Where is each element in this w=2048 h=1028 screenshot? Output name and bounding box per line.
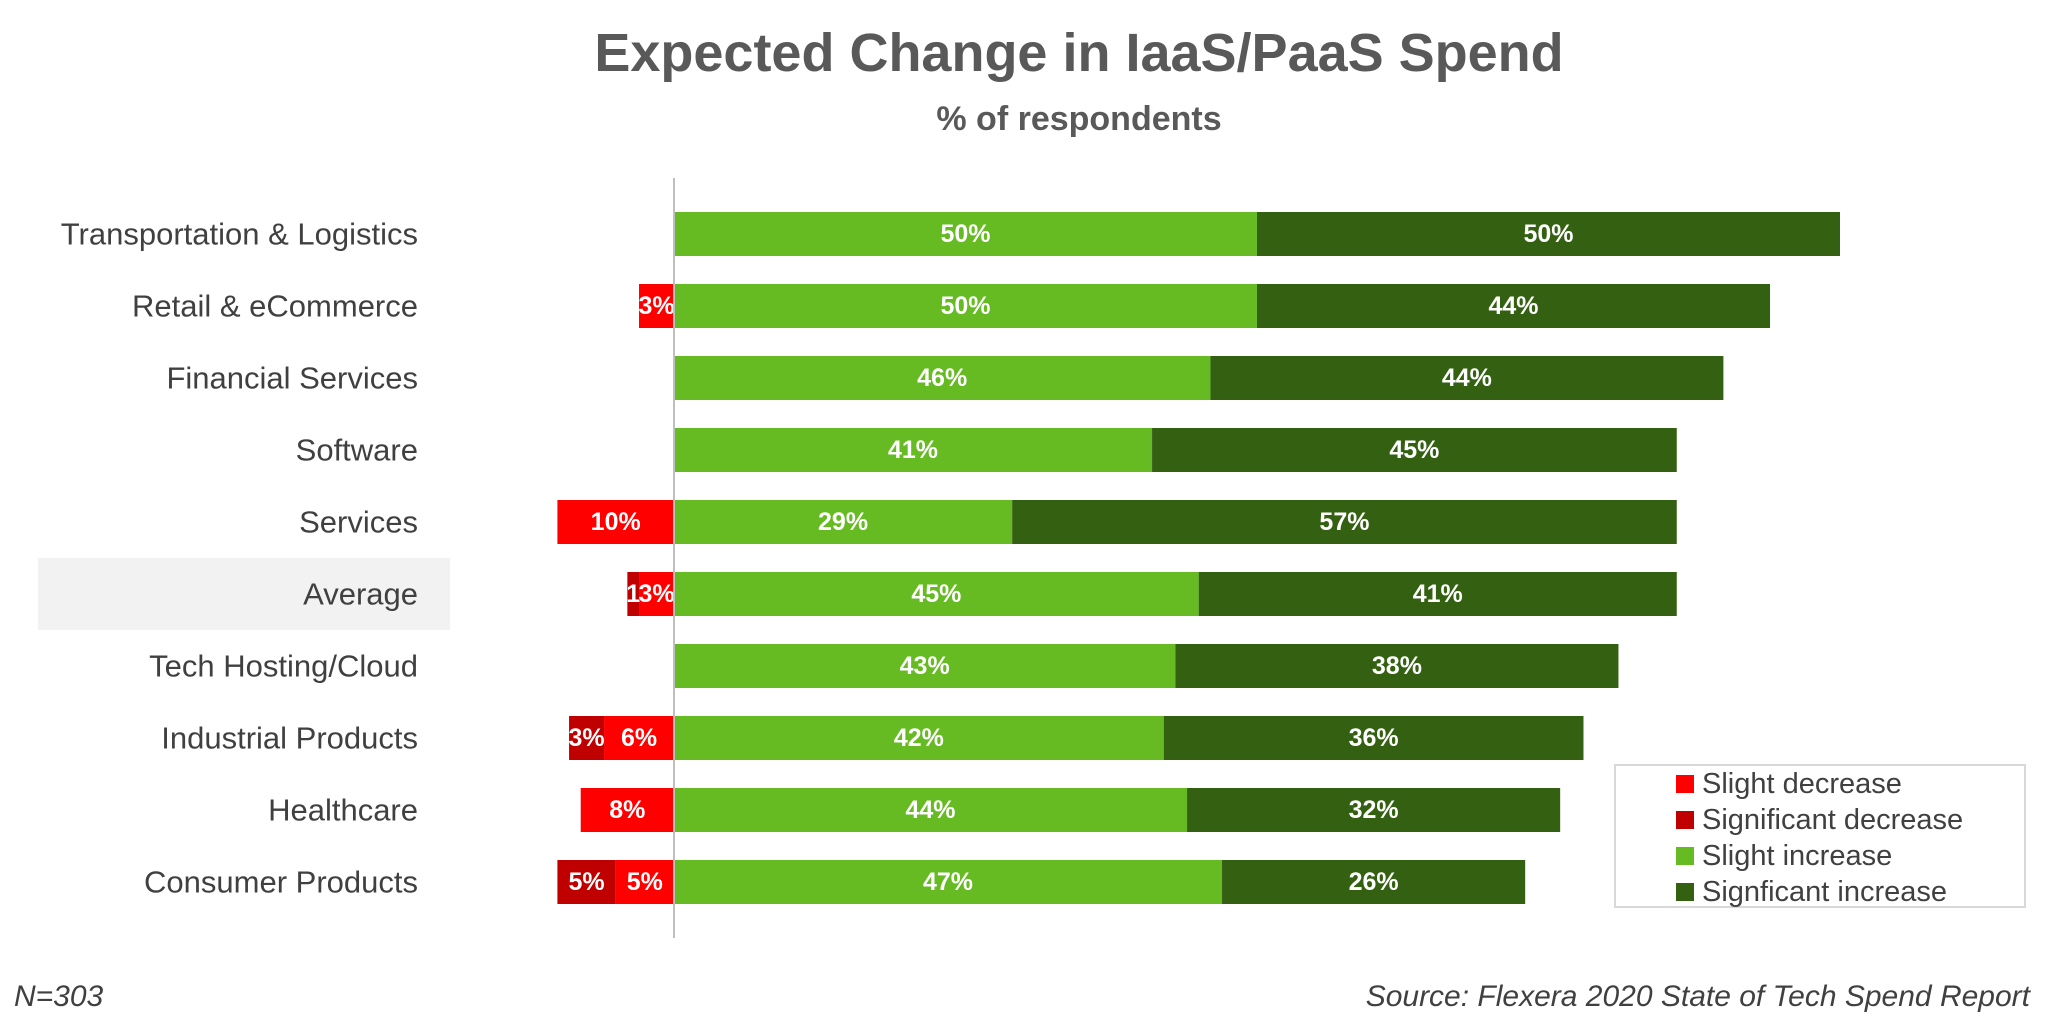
bar-slight-increase — [674, 716, 1164, 760]
bar-significant-increase — [1222, 860, 1526, 904]
legend-item-slight-increase: Slight increase — [1676, 838, 1892, 874]
bar-slight-increase — [674, 284, 1257, 328]
legend-item-significant-decrease: Significant decrease — [1676, 802, 1963, 838]
category-label: Healthcare — [268, 793, 418, 828]
bar-significant-decrease — [627, 572, 640, 616]
legend-label: Significant decrease — [1702, 803, 1964, 836]
bar-significant-increase — [1210, 356, 1724, 400]
legend-swatch — [1676, 775, 1694, 793]
data-label: 26% — [1349, 868, 1399, 896]
data-label: 44% — [1488, 292, 1538, 320]
data-label: 47% — [923, 868, 973, 896]
data-label: 45% — [911, 580, 961, 608]
bar-slight-increase — [674, 572, 1199, 616]
category-label: Software — [296, 433, 418, 468]
bar-slight-decrease — [604, 716, 674, 760]
bar-significant-increase — [1163, 716, 1584, 760]
data-label: 1 — [626, 580, 640, 608]
data-label: 45% — [1389, 436, 1439, 464]
bar-significant-increase — [1187, 788, 1561, 832]
highlight-layer — [38, 558, 450, 630]
data-label: 6% — [621, 724, 657, 752]
bar-significant-increase — [1257, 212, 1840, 256]
bar-slight-decrease — [639, 284, 674, 328]
bar-slight-increase — [674, 212, 1257, 256]
source-note: Source: Flexera 2020 State of Tech Spend… — [1365, 980, 2030, 1013]
bar-slight-increase — [674, 356, 1211, 400]
legend-swatch — [1676, 883, 1694, 901]
category-label: Consumer Products — [144, 865, 418, 900]
data-label: 8% — [609, 796, 645, 824]
category-label: Average — [303, 577, 418, 612]
bar-slight-increase — [674, 644, 1176, 688]
bar-slight-increase — [674, 428, 1153, 472]
data-label: 3% — [568, 724, 604, 752]
data-label: 3% — [638, 292, 674, 320]
data-label: 36% — [1349, 724, 1399, 752]
data-label: 41% — [888, 436, 938, 464]
category-label: Financial Services — [166, 361, 418, 396]
bar-significant-increase — [1198, 572, 1677, 616]
data-label: 57% — [1319, 508, 1369, 536]
category-label: Services — [299, 505, 418, 540]
data-label: 50% — [940, 220, 990, 248]
legend-label: Slight increase — [1702, 839, 1893, 872]
bar-slight-decrease — [639, 572, 674, 616]
bar-significant-decrease — [569, 716, 605, 760]
data-label: 50% — [1523, 220, 1573, 248]
sample-size-note: N=303 — [14, 980, 104, 1013]
bar-significant-increase — [1175, 644, 1619, 688]
legend-item-significant-increase: Signficant increase — [1676, 874, 1947, 910]
chart-subtitle: % of respondents — [936, 100, 1222, 138]
highlight-band — [38, 558, 450, 630]
data-label: 29% — [818, 508, 868, 536]
data-label: 10% — [591, 508, 641, 536]
bar-slight-decrease — [557, 500, 674, 544]
data-label: 5% — [627, 868, 663, 896]
legend-item-slight-decrease: Slight decrease — [1676, 766, 1902, 802]
legend: Slight decrease Significant decrease Sli… — [1614, 764, 2026, 908]
data-label: 42% — [894, 724, 944, 752]
bar-slight-increase — [674, 500, 1013, 544]
legend-label: Signficant increase — [1702, 875, 1948, 908]
category-label: Retail & eCommerce — [132, 289, 418, 324]
category-labels: Transportation & Logistics Retail & eComm… — [61, 217, 418, 900]
data-label: 44% — [905, 796, 955, 824]
data-label: 3% — [638, 580, 674, 608]
bars-layer — [557, 212, 1840, 904]
bar-significant-increase — [1012, 500, 1677, 544]
data-label: 44% — [1442, 364, 1492, 392]
data-label: 50% — [940, 292, 990, 320]
data-label: 41% — [1413, 580, 1463, 608]
data-label: 32% — [1349, 796, 1399, 824]
labels-layer: 50% 50%3% 50% 44%46% 44%41% 45%10% 29% 57%3%1 45… — [568, 220, 1573, 896]
bar-significant-increase — [1152, 428, 1677, 472]
data-label: 38% — [1372, 652, 1422, 680]
bar-significant-decrease — [557, 860, 616, 904]
data-label: 46% — [917, 364, 967, 392]
legend-swatch — [1676, 811, 1694, 829]
bar-slight-increase — [674, 860, 1223, 904]
legend-swatch — [1676, 847, 1694, 865]
chart-title: Expected Change in IaaS/PaaS Spend — [594, 23, 1564, 83]
data-label: 5% — [568, 868, 604, 896]
category-label: Tech Hosting/Cloud — [149, 649, 418, 684]
legend-label: Slight decrease — [1702, 767, 1902, 800]
bar-slight-increase — [674, 788, 1188, 832]
bar-slight-decrease — [580, 788, 674, 832]
category-label: Industrial Products — [161, 721, 418, 756]
bar-significant-increase — [1257, 284, 1771, 328]
category-label: Transportation & Logistics — [61, 217, 418, 252]
bar-slight-decrease — [615, 860, 674, 904]
data-label: 43% — [900, 652, 950, 680]
